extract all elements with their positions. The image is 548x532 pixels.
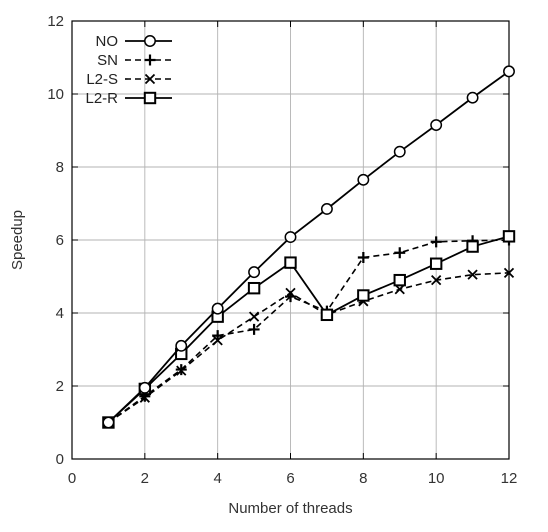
x-tick-label: 0 bbox=[68, 470, 76, 487]
data-point-no bbox=[431, 120, 441, 130]
data-point-no bbox=[358, 175, 368, 185]
legend-label-sn: SN bbox=[97, 52, 118, 69]
y-tick-label: 8 bbox=[56, 159, 64, 176]
legend-label-no: NO bbox=[96, 33, 119, 50]
x-tick-label: 12 bbox=[501, 470, 518, 487]
y-tick-label: 12 bbox=[47, 13, 64, 30]
y-tick-label: 0 bbox=[56, 451, 64, 468]
x-tick-label: 4 bbox=[213, 470, 221, 487]
data-point-l2-r bbox=[467, 241, 477, 251]
x-tick-label: 10 bbox=[428, 470, 445, 487]
legend-label-l2-s: L2-S bbox=[86, 71, 118, 88]
data-point-l2-r bbox=[285, 257, 295, 267]
data-point-l2-r bbox=[322, 310, 332, 320]
y-tick-label: 2 bbox=[56, 378, 64, 395]
data-point-no bbox=[176, 341, 186, 351]
data-point-l2-r bbox=[431, 259, 441, 269]
data-point-l2-r bbox=[249, 283, 259, 293]
x-tick-label: 2 bbox=[141, 470, 149, 487]
data-point-no bbox=[395, 146, 405, 156]
legend-marker-no bbox=[145, 36, 155, 46]
data-point-no bbox=[285, 232, 295, 242]
data-point-no bbox=[322, 204, 332, 214]
x-tick-label: 6 bbox=[286, 470, 294, 487]
data-point-no bbox=[249, 267, 259, 277]
data-point-no bbox=[212, 303, 222, 313]
data-point-l2-r bbox=[504, 231, 514, 241]
x-axis-label: Number of threads bbox=[228, 500, 352, 517]
y-axis-label: Speedup bbox=[9, 210, 26, 270]
data-point-no bbox=[467, 92, 477, 102]
data-point-l2-r bbox=[358, 290, 368, 300]
y-tick-label: 4 bbox=[56, 305, 64, 322]
data-point-no bbox=[504, 66, 514, 76]
y-tick-label: 10 bbox=[47, 86, 64, 103]
data-point-no bbox=[140, 383, 150, 393]
y-tick-label: 6 bbox=[56, 232, 64, 249]
legend-marker-l2-r bbox=[145, 93, 155, 103]
legend-label-l2-r: L2-R bbox=[85, 90, 118, 107]
data-point-l2-r bbox=[395, 275, 405, 285]
x-tick-label: 8 bbox=[359, 470, 367, 487]
data-point-no bbox=[103, 417, 113, 427]
